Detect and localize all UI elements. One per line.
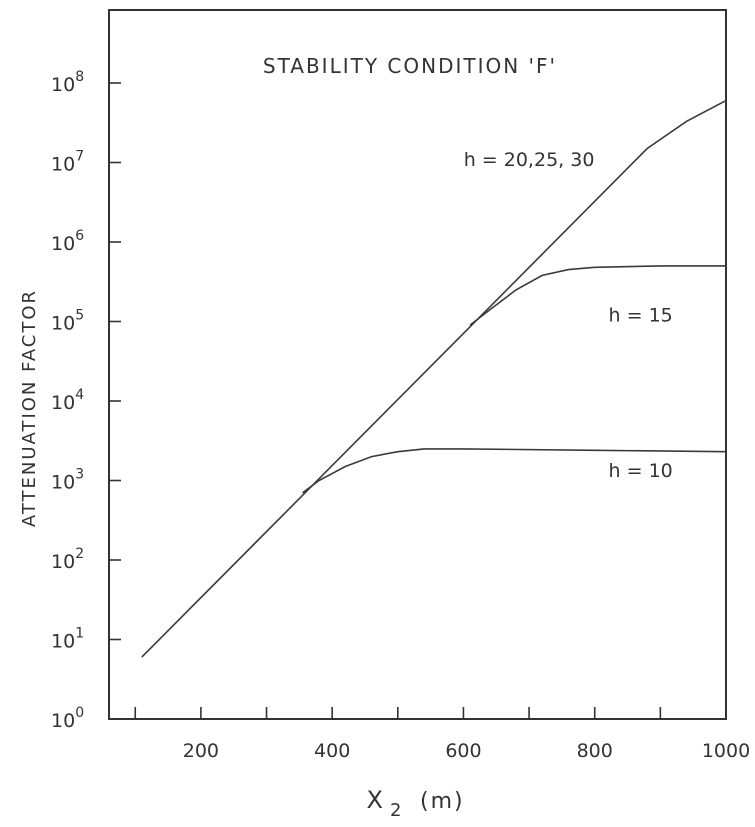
series-lines (141, 99, 727, 658)
x-tick-label-200: 200 (183, 740, 219, 762)
chart-title: STABILITY CONDITION 'F' (263, 54, 557, 78)
series-label-h20-25-30: h = 20,25, 30 (464, 149, 595, 171)
x-axis-label: X 2 (m) (367, 786, 465, 821)
series-line-h10 (302, 448, 727, 494)
x-axis-label-subscript: 2 (390, 800, 403, 821)
y-tick-label-2: 102 (51, 546, 84, 573)
y-tick-label-6: 106 (51, 228, 84, 255)
plot-frame (108, 9, 727, 720)
x-tick-label-600: 600 (445, 740, 481, 762)
x-tick-label-1000: 1000 (702, 740, 750, 762)
series-line-h20-25-30 (141, 99, 727, 658)
x-axis-ticks: 200 400 600 800 1000 (134, 707, 750, 762)
series-label-h15: h = 15 (609, 305, 673, 327)
y-tick-label-1: 101 (51, 626, 84, 653)
series-label-h10: h = 10 (609, 460, 673, 482)
x-tick-label-800: 800 (577, 740, 613, 762)
x-tick-label-400: 400 (314, 740, 350, 762)
series-line-h15 (469, 265, 726, 326)
x-axis-label-unit: (m) (420, 789, 465, 814)
y-tick-label-4: 104 (51, 387, 84, 414)
y-axis-label: ATTENUATION FACTOR (19, 289, 40, 527)
y-axis-ticks: 100 101 102 103 104 105 106 107 108 (51, 69, 121, 732)
y-tick-label-3: 103 (51, 467, 84, 494)
y-tick-label-0: 100 (51, 705, 84, 732)
y-tick-label-5: 105 (51, 308, 84, 335)
series-labels: h = 20,25, 30 h = 15 h = 10 (464, 149, 673, 482)
x-axis-label-variable: X (367, 786, 385, 814)
y-tick-label-8: 108 (51, 69, 84, 96)
y-tick-label-7: 107 (51, 149, 84, 176)
